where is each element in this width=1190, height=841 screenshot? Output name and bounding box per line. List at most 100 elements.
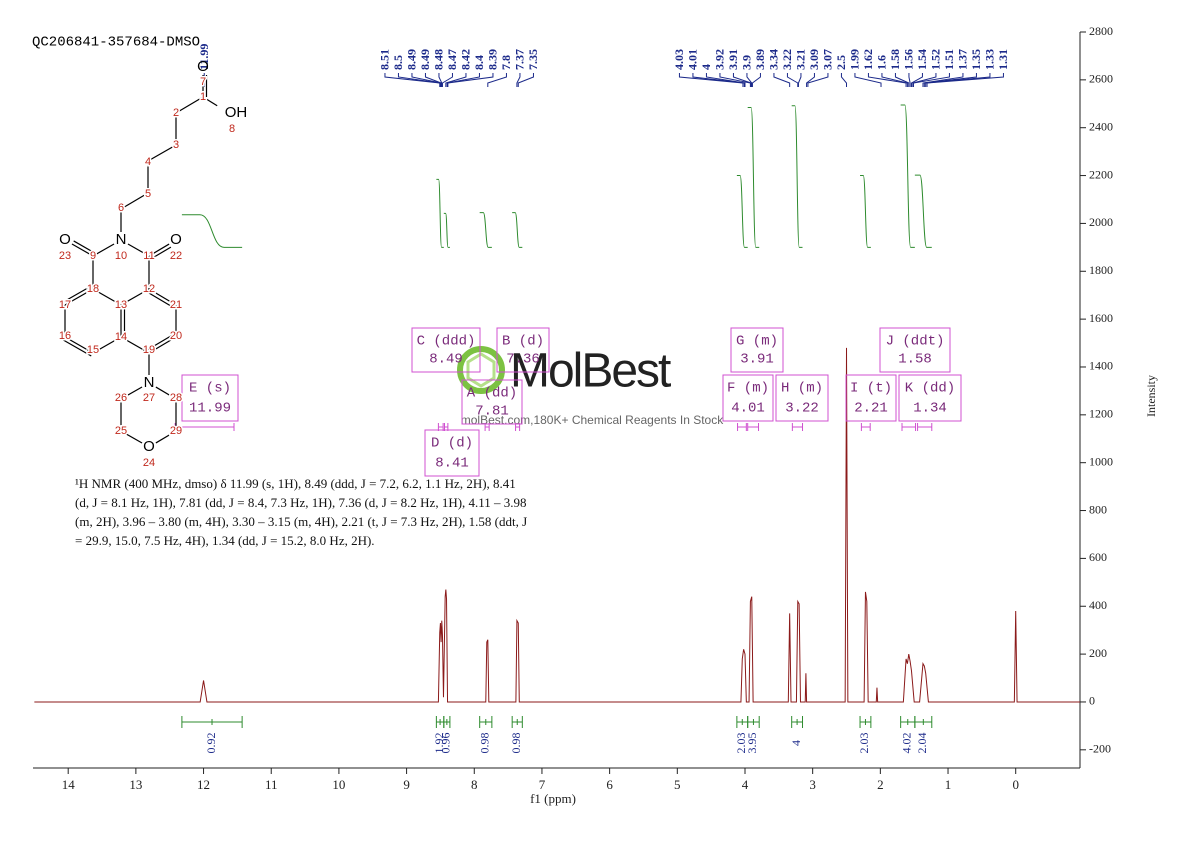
multiplet-range (860, 423, 871, 431)
integral-curve (181, 214, 243, 248)
peak-label: 8.42 (459, 49, 473, 70)
bond (73, 240, 96, 254)
peak-connector (732, 73, 752, 87)
peak-label: 3.34 (767, 49, 781, 70)
peak-connector (516, 73, 521, 87)
peak-connector (424, 73, 442, 87)
bond (71, 243, 94, 257)
multiplet-shift: 7.36 (506, 352, 540, 368)
peak-label: 7.35 (526, 49, 540, 70)
integral-label: 0.98 (478, 733, 492, 754)
multiplet-box (730, 327, 784, 373)
multiplet-shift: 3.91 (740, 352, 774, 368)
logo-icon (466, 352, 496, 388)
multiplet-label: B (d) (502, 334, 544, 350)
integral-label: 0.92 (204, 733, 218, 754)
peak-connector (746, 73, 753, 87)
atom-number: 5 (145, 188, 151, 200)
bond (62, 285, 92, 303)
peak-label: 8.5 (391, 55, 405, 70)
peak-connector (840, 73, 848, 87)
peak-label: 3.91 (726, 49, 740, 70)
multiplet-label: D (d) (431, 436, 473, 452)
multiplet-label: K (dd) (905, 381, 955, 397)
multiplet-box (496, 327, 550, 373)
multiplet-label: A (dd) (467, 386, 517, 402)
x-tick-label: 11 (265, 777, 278, 792)
integral-label: 2.03 (734, 733, 748, 754)
integral-curve (914, 174, 932, 248)
y-axis-label: Intensity (1144, 375, 1158, 417)
y-tick-label: 2600 (1089, 72, 1113, 86)
peak-connector (719, 73, 751, 87)
peak-connector (913, 73, 950, 87)
integral-label: 3.95 (745, 733, 759, 754)
multiplet-range (901, 423, 917, 431)
y-tick-label: 1000 (1089, 454, 1113, 468)
integral-bracket (859, 716, 872, 728)
multiplet-label: I (t) (850, 381, 892, 397)
bond (120, 288, 150, 306)
atom-number: 1 (200, 91, 206, 103)
multiplet-range (737, 423, 747, 431)
atom-number: 7 (200, 76, 206, 88)
y-tick-label: 200 (1089, 646, 1107, 660)
bond (120, 430, 143, 444)
bond (150, 246, 172, 260)
bond (155, 430, 177, 444)
bond (175, 96, 204, 114)
atom-label: N (144, 374, 155, 391)
peak-connector (925, 73, 991, 87)
logo-tagline: molBest.com,180K+ Chemical Reagents In S… (461, 413, 724, 427)
peak-label: 2.5 (834, 55, 848, 70)
integral-label: 2.04 (915, 733, 929, 754)
atom-number: 21 (170, 299, 182, 311)
atom-number: 3 (173, 139, 179, 151)
y-tick-label: 1200 (1089, 407, 1113, 421)
integral-bracket (435, 716, 445, 728)
peak-label: 7.8 (499, 55, 513, 70)
peak-connector (910, 73, 923, 87)
bond (120, 336, 150, 354)
atom-label: OH (225, 104, 248, 121)
bond (148, 336, 177, 354)
peak-connector (397, 73, 441, 87)
peak-connector (446, 73, 480, 87)
integral-curve (791, 105, 803, 248)
multiplet-box (424, 429, 480, 477)
peak-label: 8.49 (405, 49, 419, 70)
peak-connector (881, 73, 908, 87)
peak-label: 1.37 (956, 49, 970, 70)
x-tick-label: 2 (877, 777, 884, 792)
bond (146, 291, 175, 309)
atom-number: 6 (118, 202, 124, 214)
x-tick-label: 13 (129, 777, 142, 792)
peak-connector (922, 73, 964, 87)
y-tick-label: 600 (1089, 550, 1107, 564)
multiplet-box (411, 327, 481, 373)
multiplet-label: E (s) (189, 381, 231, 397)
peak-label: 1.58 (888, 49, 902, 70)
multiplet-box (898, 374, 962, 422)
multiplet-range (484, 423, 490, 431)
bond (202, 96, 218, 107)
peak-connector (867, 73, 907, 87)
integral-bracket (900, 716, 916, 728)
peak-label: 4.01 (686, 49, 700, 70)
peak-connector (517, 73, 534, 87)
multiplet-box (461, 379, 523, 425)
bond (147, 144, 177, 162)
atom-number: 9 (90, 250, 96, 262)
multiplet-shift: 7.81 (475, 404, 509, 420)
atom-number: 14 (115, 331, 127, 343)
peak-label: 8.39 (486, 49, 500, 70)
integral-curve (736, 174, 748, 248)
multiplet-shift: 8.49 (429, 352, 463, 368)
multiplet-range (174, 423, 235, 431)
peak-label: 1.99 (848, 49, 862, 70)
atom-number: 2 (173, 107, 179, 119)
multiplet-box (775, 374, 829, 422)
integral-curve (443, 212, 450, 248)
multiplet-shift: 1.34 (913, 401, 947, 417)
atom-number: 25 (115, 425, 127, 437)
